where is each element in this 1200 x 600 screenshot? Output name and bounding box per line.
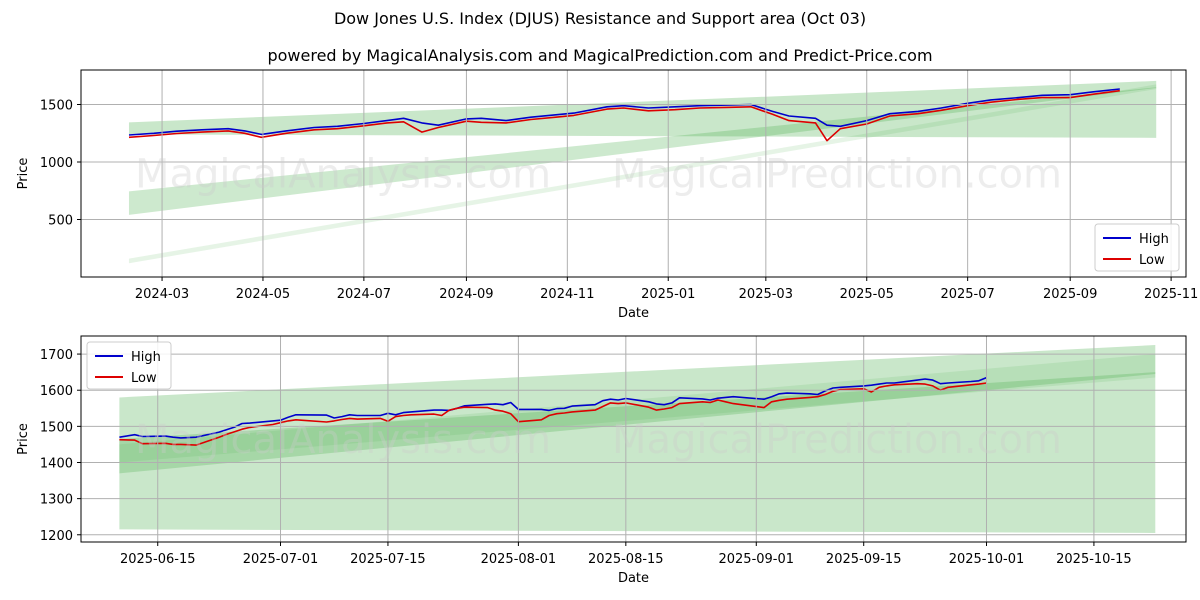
resistance-support-band bbox=[128, 87, 1157, 215]
resistance-support-band bbox=[119, 372, 1156, 474]
y-axis-label: Price bbox=[16, 158, 31, 190]
watermark-text: MagicalAnalysis.com bbox=[135, 152, 551, 198]
x-tick-label: 2025-07 bbox=[940, 287, 994, 302]
resistance-support-band bbox=[119, 354, 1156, 463]
x-tick-label: 2025-10-15 bbox=[1056, 552, 1132, 567]
y-tick-label: 1000 bbox=[40, 156, 73, 171]
y-tick-label: 1500 bbox=[40, 99, 73, 114]
plot-frame bbox=[80, 335, 1187, 543]
watermark-text: MagicalPrediction.com bbox=[612, 152, 1062, 198]
x-tick-label: 2024-11 bbox=[540, 287, 594, 302]
plot-frame bbox=[80, 69, 1187, 278]
chart-panel-2: 2025-06-15 2025-07-01 2025-07-15 2025-08-01… bbox=[16, 335, 1187, 586]
x-tick-label: 2025-10-01 bbox=[949, 552, 1025, 567]
resistance-support-band bbox=[119, 345, 1156, 533]
x-tick-label: 2024-07 bbox=[337, 287, 391, 302]
series-line-high bbox=[119, 376, 987, 439]
x-tick-label: 2025-11 bbox=[1144, 287, 1198, 302]
y-tick-label: 1600 bbox=[40, 384, 73, 399]
x-tick-label: 2024-03 bbox=[135, 287, 189, 302]
x-tick-label: 2024-09 bbox=[439, 287, 493, 302]
y-tick-label: 1700 bbox=[40, 348, 73, 363]
plot-area bbox=[119, 345, 1156, 533]
y-tick-label: 1200 bbox=[40, 529, 73, 544]
resistance-support-band bbox=[128, 84, 1157, 264]
legend-label-low: Low bbox=[131, 371, 157, 386]
series-line-high bbox=[128, 88, 1120, 136]
chart-subtitle: powered by MagicalAnalysis.com and Magic… bbox=[267, 46, 933, 65]
x-tick-label: 2025-09-15 bbox=[826, 552, 902, 567]
y-axis-label: Price bbox=[16, 423, 31, 455]
legend-label-high: High bbox=[1139, 232, 1169, 247]
series-line-low bbox=[119, 382, 987, 446]
chart-legend: High Low bbox=[86, 341, 172, 390]
legend-label-high: High bbox=[131, 350, 161, 365]
x-axis-label: Date bbox=[618, 306, 649, 321]
y-tick-label: 500 bbox=[48, 214, 73, 229]
plot-area bbox=[128, 80, 1157, 264]
x-tick-label: 2025-05 bbox=[840, 287, 894, 302]
chart-panel-1: 2024-03 2024-05 2024-07 2024-09 2024-11 2025-… bbox=[16, 69, 1198, 321]
chart-title: Dow Jones U.S. Index (DJUS) Resistance a… bbox=[333, 9, 867, 28]
legend-label-low: Low bbox=[1139, 253, 1165, 268]
x-tick-label: 2025-07-01 bbox=[243, 552, 319, 567]
series-line-low bbox=[128, 89, 1120, 142]
y-tick-label: 1300 bbox=[40, 493, 73, 508]
x-tick-label: 2025-09-01 bbox=[718, 552, 794, 567]
y-tick-label: 1500 bbox=[40, 420, 73, 435]
x-tick-label: 2025-03 bbox=[739, 287, 793, 302]
x-tick-label: 2025-08-01 bbox=[481, 552, 557, 567]
x-tick-label: 2025-08-15 bbox=[588, 552, 664, 567]
x-tick-label: 2025-06-15 bbox=[120, 552, 196, 567]
x-tick-label: 2025-07-15 bbox=[350, 552, 426, 567]
y-tick-label: 1400 bbox=[40, 456, 73, 471]
watermark-text: MagicalPrediction.com bbox=[612, 417, 1062, 463]
x-axis-label: Date bbox=[618, 571, 649, 586]
watermark-text: MagicalAnalysis.com bbox=[135, 417, 551, 463]
chart-legend: High Low bbox=[1094, 223, 1180, 272]
x-tick-label: 2025-01 bbox=[641, 287, 695, 302]
x-tick-label: 2025-09 bbox=[1043, 287, 1097, 302]
x-tick-label: 2024-05 bbox=[236, 287, 290, 302]
